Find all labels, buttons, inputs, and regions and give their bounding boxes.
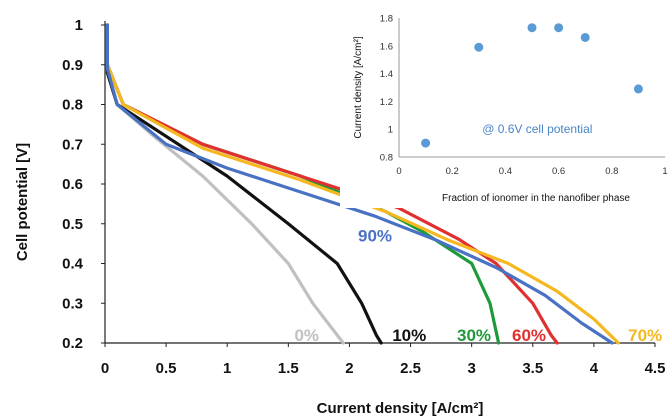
inset-y-tick-label: 1.8 xyxy=(380,14,393,25)
inset-x-tick-label: 0.4 xyxy=(499,166,512,177)
y-tick-label: 0.7 xyxy=(62,136,83,153)
x-tick-label: 0 xyxy=(101,360,109,377)
x-tick-label: 0.5 xyxy=(156,360,177,377)
inset-annotation: @ 0.6V cell potential xyxy=(482,122,592,136)
series-label-60pct: 60% xyxy=(512,326,546,345)
inset-data-point xyxy=(421,138,431,148)
x-tick-label: 4 xyxy=(590,360,599,377)
series-label-30pct: 30% xyxy=(457,326,491,345)
inset-x-tick-label: 1 xyxy=(662,166,667,177)
inset-data-point xyxy=(580,32,590,42)
inset-y-tick-label: 1 xyxy=(388,125,393,136)
inset-background xyxy=(340,6,670,208)
y-tick-label: 0.9 xyxy=(62,57,83,74)
y-tick-label: 0.6 xyxy=(62,176,83,193)
inset-y-axis-title: Current density [A/cm²] xyxy=(353,36,364,138)
y-tick-label: 1 xyxy=(75,17,83,34)
series-label-0pct: 0% xyxy=(294,326,319,345)
inset-data-point xyxy=(474,42,484,52)
x-tick-label: 3 xyxy=(467,360,475,377)
inset-y-tick-label: 1.2 xyxy=(380,97,393,108)
x-tick-label: 2 xyxy=(345,360,353,377)
x-tick-label: 1 xyxy=(223,360,231,377)
inset-x-tick-label: 0.8 xyxy=(605,166,618,177)
y-tick-label: 0.5 xyxy=(62,216,83,233)
series-label-70pct: 70% xyxy=(628,326,662,345)
series-label-90pct: 90% xyxy=(358,227,392,246)
y-tick-label: 0.4 xyxy=(62,256,84,273)
x-tick-label: 1.5 xyxy=(278,360,299,377)
inset-y-tick-label: 0.8 xyxy=(380,153,393,164)
inset-data-point xyxy=(554,23,564,33)
y-tick-label: 0.2 xyxy=(62,335,83,352)
series-line-90pct xyxy=(105,23,614,345)
y-tick-label: 0.8 xyxy=(62,97,83,114)
y-axis-title: Cell potential [V] xyxy=(14,143,31,261)
inset-x-tick-label: 0.2 xyxy=(446,166,459,177)
inset-y-tick-label: 1.4 xyxy=(380,69,393,80)
inset-x-tick-label: 0 xyxy=(396,166,401,177)
inset-plot: 0.8 1 1.2 1.4 1.6 1.8 0 0.2 0.4 0.6 0.8 1 Fraction o… xyxy=(340,6,670,208)
x-tick-label: 3.5 xyxy=(522,360,543,377)
x-tick-label: 4.5 xyxy=(645,360,666,377)
x-tick-label: 2.5 xyxy=(400,360,421,377)
series-label-10pct: 10% xyxy=(392,326,426,345)
inset-x-axis-title: Fraction of ionomer in the nanofiber pha… xyxy=(442,193,630,204)
inset-y-tick-label: 1.6 xyxy=(380,41,393,52)
inset-data-point xyxy=(633,84,643,94)
y-tick-label: 0.3 xyxy=(62,295,83,312)
inset-data-point xyxy=(527,23,537,33)
x-axis-title: Current density [A/cm²] xyxy=(317,400,484,417)
series-line-70pct xyxy=(105,23,620,345)
inset-x-tick-label: 0.6 xyxy=(552,166,565,177)
